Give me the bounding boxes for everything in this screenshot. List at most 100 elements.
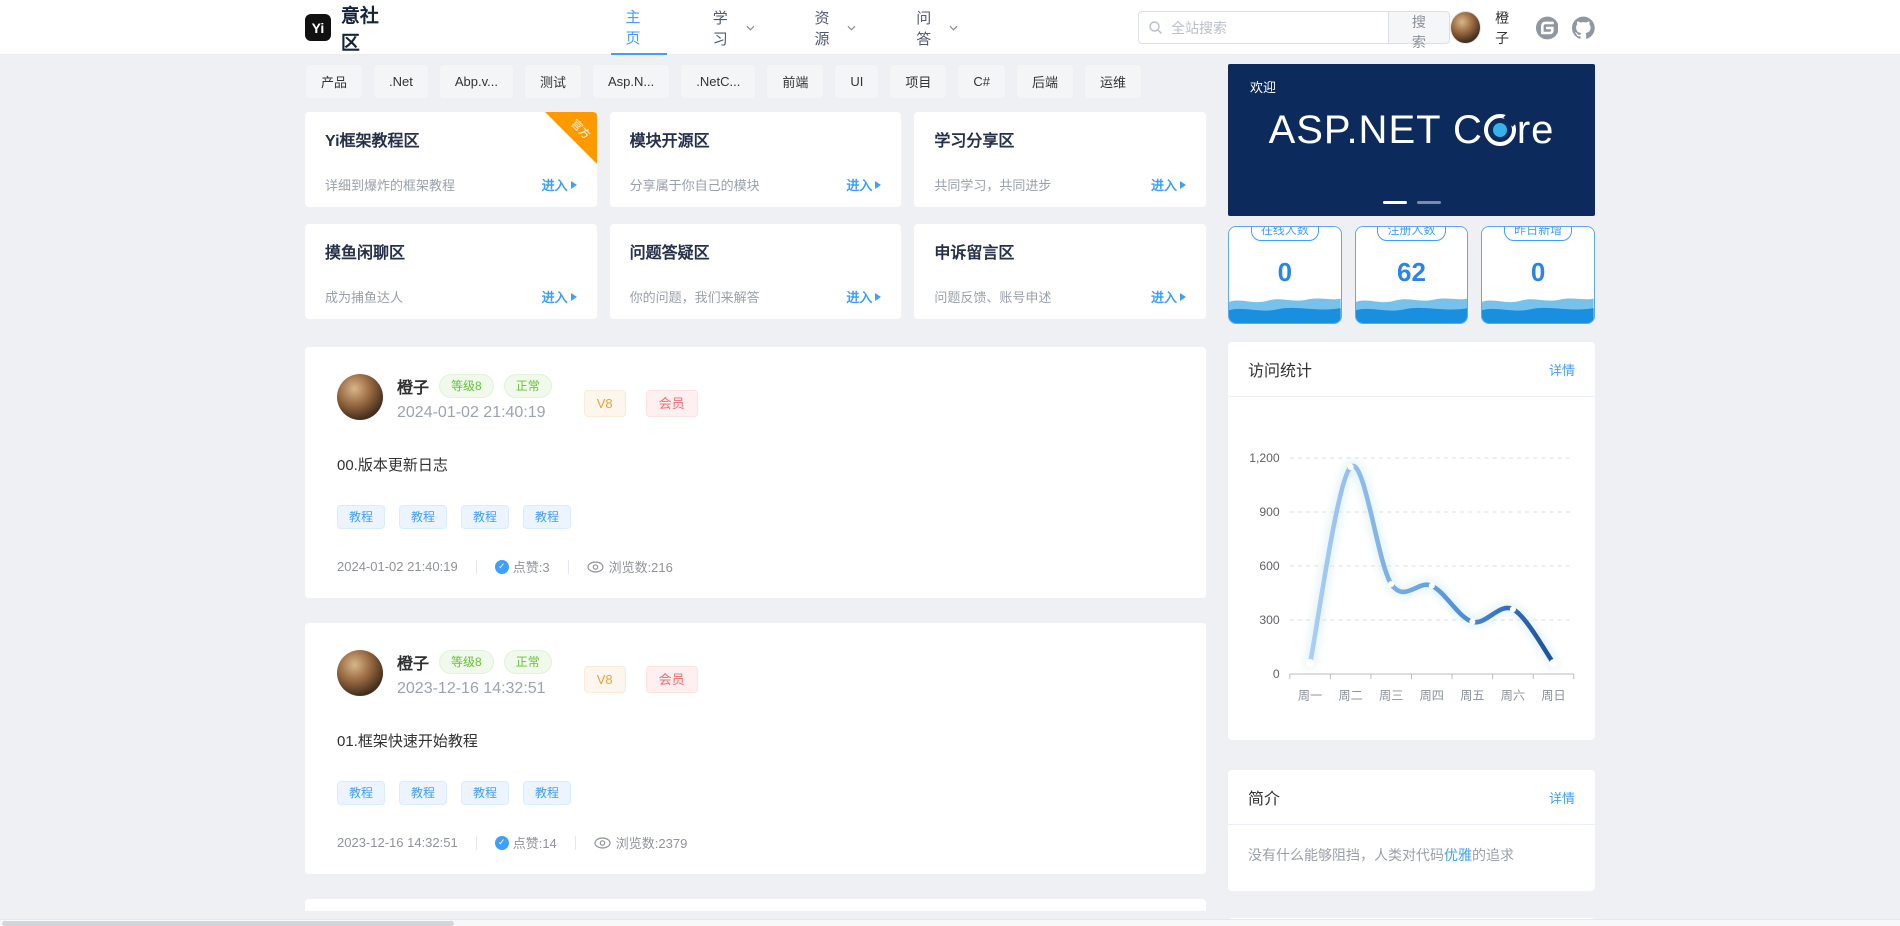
enter-arrow-icon [1179,292,1186,301]
tag-filter[interactable]: UI [834,64,880,99]
post-tag[interactable]: 教程 [523,781,572,805]
post-tag[interactable]: 教程 [399,505,448,529]
zone-enter-link[interactable]: 进入 [542,175,577,194]
post-tag[interactable]: 教程 [337,505,386,529]
nav-label: 主页 [625,8,641,47]
svg-text:0: 0 [1273,667,1280,681]
post-title[interactable]: 00.版本更新日志 [337,457,448,474]
zone-title: 学习分享区 [934,133,1015,150]
zone-desc: 你的问题，我们来解答 [629,290,760,305]
post-author-name[interactable]: 橙子 [397,656,430,673]
zone-enter-link[interactable]: 进入 [846,287,882,306]
zone-card-chitchat[interactable]: 摸鱼闲聊区 成为捕鱼达人 进入 [305,224,597,319]
zone-enter-link[interactable]: 进入 [1151,175,1186,194]
nav-item-resources[interactable]: 资源 [800,0,870,55]
zone-enter-link[interactable]: 进入 [846,175,882,194]
zone-title: 模块开源区 [629,133,710,150]
level-badge: 等级8 [439,374,494,398]
zone-card-appeal[interactable]: 申诉留言区 问题反馈、账号申述 进入 [914,224,1206,319]
zone-card-module-opensource[interactable]: 模块开源区 分享属于你自己的模块 进入 [609,112,902,207]
github-icon[interactable] [1572,16,1596,40]
gitee-icon[interactable] [1535,16,1559,40]
tag-filter[interactable]: 运维 [1084,64,1143,99]
zone-title: 问题答疑区 [629,245,710,262]
horizontal-scrollbar[interactable] [0,919,1900,926]
tag-filter[interactable]: 产品 [305,64,364,99]
tag-filter[interactable]: Abp.v... [438,64,514,99]
zone-desc: 分享属于你自己的模块 [629,178,760,193]
like-icon[interactable]: ✓ [494,835,509,850]
user-name[interactable]: 橙子 [1495,9,1510,46]
vip-badge: V8 [583,389,626,417]
nav-item-learn[interactable]: 学习 [699,0,769,55]
stat-value: 0 [1530,257,1546,287]
post-tag[interactable]: 教程 [461,505,510,529]
svg-text:周日: 周日 [1541,688,1565,702]
stats-row: 在线人数 0 注册人数 62 昨日新增 0 [1228,226,1595,324]
enter-arrow-icon [570,292,577,301]
post-author-avatar[interactable] [337,650,383,696]
member-badge: 会员 [645,389,698,417]
visit-stats-detail-link[interactable]: 详情 [1548,362,1575,378]
zone-enter-link[interactable]: 进入 [542,287,577,306]
post-item: 橙子 等级8 正常 2024-01-02 21:40:19 V8 会员 00.版… [305,347,1206,598]
visit-chart-svg: 0 300 600 900 1,200 周一 周二 周三 周四 周五 周六 周日 [1249,451,1575,702]
post-tag[interactable]: 教程 [523,505,572,529]
official-ribbon [544,112,597,164]
tag-filter[interactable]: .NetC... [680,64,757,99]
like-icon[interactable]: ✓ [494,559,509,574]
views-eye-icon [594,836,611,849]
tag-filter[interactable]: .Net [373,64,429,99]
tag-filter[interactable]: 项目 [889,64,948,99]
nav-label: 资源 [814,9,830,48]
stat-card-registered: 注册人数 62 [1354,226,1469,324]
search-icon [1149,21,1163,34]
zone-desc: 问题反馈、账号申述 [934,290,1052,305]
intro-detail-link[interactable]: 详情 [1548,790,1575,806]
post-author-avatar[interactable] [337,374,383,420]
post-title[interactable]: 01.框架快速开始教程 [337,733,478,750]
divider [574,835,576,850]
zone-card-qa[interactable]: 问题答疑区 你的问题，我们来解答 进入 [609,224,902,319]
divider [567,559,569,574]
post-time: 2023-12-16 14:32:51 [397,680,546,697]
zone-card-learning-share[interactable]: 学习分享区 共同学习，共同进步 进入 [914,112,1206,207]
logo[interactable]: Yi 意社区 [305,1,395,55]
post-tag[interactable]: 教程 [337,781,386,805]
status-badge: 正常 [503,374,552,398]
zone-card-framework-tutorial[interactable]: 官方 Yi框架教程区 详细到爆炸的框架教程 进入 [305,112,597,207]
post-views: 浏览数:2379 [615,836,688,851]
svg-text:周三: 周三 [1379,688,1403,702]
svg-text:周四: 周四 [1420,688,1444,702]
zone-desc: 详细到爆炸的框架教程 [325,178,456,193]
logo-icon: Yi [305,14,331,41]
top-navbar: Yi 意社区 主页 学习 资源 问答 搜索 [0,0,1900,55]
banner-welcome-text: 欢迎 [1250,80,1277,95]
tag-filter[interactable]: C# [957,64,1006,99]
nav-item-qa[interactable]: 问答 [902,0,972,55]
svg-text:300: 300 [1259,613,1280,627]
tag-filter[interactable]: 前端 [766,64,825,99]
stat-card-new-yesterday: 昨日新增 0 [1481,226,1595,324]
post-author-name[interactable]: 橙子 [397,380,430,397]
tag-filter[interactable]: 测试 [523,64,582,99]
stat-value: 62 [1397,257,1426,287]
post-tag[interactable]: 教程 [399,781,448,805]
search-input[interactable] [1138,11,1389,44]
nav-label: 问答 [916,9,932,48]
horizontal-scrollbar-thumb[interactable] [2,921,454,926]
tag-filter[interactable]: 后端 [1015,64,1074,99]
intro-inline-link[interactable]: 优雅 [1444,847,1472,863]
post-tag[interactable]: 教程 [461,781,510,805]
divider [475,835,477,850]
carousel-indicator-active[interactable] [1382,201,1407,204]
zone-enter-link[interactable]: 进入 [1151,287,1186,306]
nav-item-home[interactable]: 主页 [611,0,667,55]
tag-filter[interactable]: Asp.N... [592,64,671,99]
search-button[interactable]: 搜索 [1388,11,1450,50]
carousel-indicator[interactable] [1416,201,1441,204]
level-badge: 等级8 [439,650,494,674]
user-avatar[interactable] [1449,11,1482,44]
